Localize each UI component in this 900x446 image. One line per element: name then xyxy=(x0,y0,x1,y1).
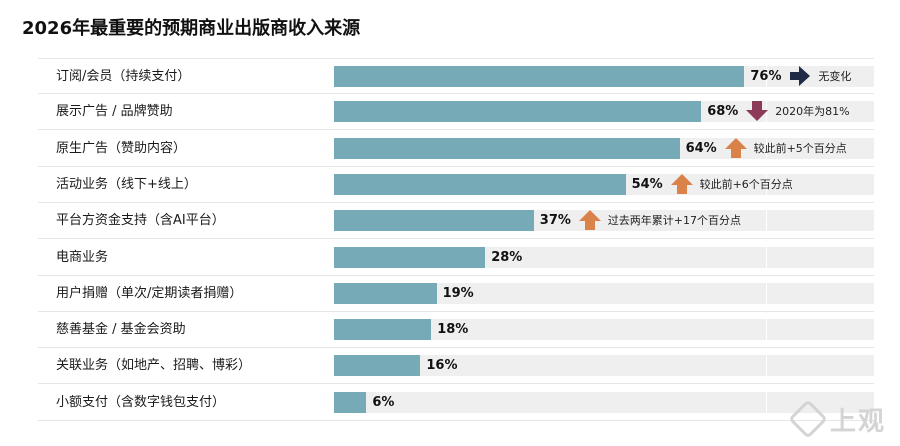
value-label: 18% xyxy=(437,322,469,338)
bar-track xyxy=(334,319,874,341)
track-divider xyxy=(766,282,767,304)
bar-track xyxy=(334,391,874,413)
value-label: 54% xyxy=(631,176,663,192)
category-label: 关联业务（如地产、招聘、博彩） xyxy=(56,358,252,374)
chart-row: 电商业务 28% xyxy=(38,240,874,276)
watermark-logo-icon xyxy=(788,399,828,439)
category-label: 用户捐赠（单次/定期读者捐赠） xyxy=(56,285,243,301)
annotation-note: 无变化 xyxy=(818,70,852,83)
bar xyxy=(334,137,680,159)
arrow-up-icon xyxy=(670,173,693,194)
annotation-note: 2020年为81% xyxy=(775,105,850,119)
bar-track xyxy=(334,282,874,304)
value-label: 28% xyxy=(491,249,523,265)
category-label: 小额支付（含数字钱包支付） xyxy=(56,394,226,410)
bar-track xyxy=(334,355,874,377)
annotation-note: 较此前+5个百分点 xyxy=(753,141,847,155)
chart-row: 用户捐赠（单次/定期读者捐赠） 19% xyxy=(38,276,874,312)
chart-row: 展示广告 / 品牌赞助 68% 2020年为81% xyxy=(38,94,874,131)
chart-row: 小额支付（含数字钱包支付） 6% xyxy=(38,385,874,421)
category-label: 活动业务（线下+线上） xyxy=(56,176,197,192)
bar xyxy=(334,66,745,87)
arrow-right-icon xyxy=(790,66,811,86)
bar xyxy=(334,355,421,377)
watermark-text: 上观 xyxy=(829,407,886,437)
category-label: 平台方资金支持（含AI平台） xyxy=(56,213,225,229)
bar xyxy=(334,246,486,268)
value-label: 16% xyxy=(426,358,458,374)
category-label: 慈善基金 / 基金会资助 xyxy=(56,322,186,338)
category-label: 电商业务 xyxy=(56,249,109,265)
chart-row: 活动业务（线下+线上） 54% 较此前+6个百分点 xyxy=(38,167,874,203)
bar xyxy=(334,319,432,341)
chart-row: 订阅/会员（持续支付） 76% 无变化 xyxy=(38,58,874,94)
annotation-note: 过去两年累计+17个百分点 xyxy=(607,214,742,228)
chart-row: 平台方资金支持（含AI平台） 37% 过去两年累计+17个百分点 xyxy=(38,203,874,240)
bar xyxy=(334,391,367,413)
chart-row: 关联业务（如地产、招聘、博彩） 16% xyxy=(38,348,874,385)
category-label: 原生广告（赞助内容） xyxy=(56,140,187,156)
watermark: 上观 xyxy=(788,399,886,439)
track-divider xyxy=(766,319,767,341)
chart-row: 原生广告（赞助内容） 64% 较此前+5个百分点 xyxy=(38,131,874,167)
value-label: 19% xyxy=(442,285,474,301)
track-divider xyxy=(766,210,767,232)
bar xyxy=(334,173,626,195)
bar xyxy=(334,282,437,304)
value-label: 68% xyxy=(707,104,739,120)
track-divider xyxy=(766,391,767,413)
track-divider xyxy=(766,355,767,377)
annotation-note: 较此前+6个百分点 xyxy=(699,177,793,191)
track-divider xyxy=(766,66,767,87)
chart-row: 慈善基金 / 基金会资助 18% xyxy=(38,312,874,349)
arrow-down-icon xyxy=(746,101,769,122)
value-label: 37% xyxy=(539,213,571,229)
bar xyxy=(334,101,702,123)
arrow-up-icon xyxy=(578,210,601,231)
arrow-up-icon xyxy=(724,137,747,158)
category-label: 展示广告 / 品牌赞助 xyxy=(56,104,173,120)
category-label: 订阅/会员（持续支付） xyxy=(56,69,191,84)
chart-title: 2026年最重要的预期商业出版商收入来源 xyxy=(22,18,361,39)
track-divider xyxy=(766,173,767,195)
value-label: 64% xyxy=(685,140,717,156)
value-label: 6% xyxy=(372,394,395,410)
bar xyxy=(334,210,534,232)
value-label: 76% xyxy=(750,69,782,84)
track-divider xyxy=(766,137,767,159)
track-divider xyxy=(766,246,767,268)
